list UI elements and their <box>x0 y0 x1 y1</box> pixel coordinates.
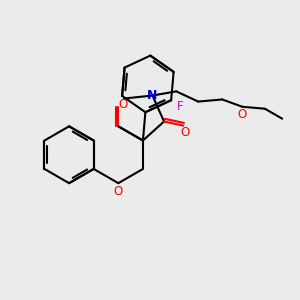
Text: O: O <box>113 185 122 198</box>
Text: O: O <box>238 108 247 121</box>
Text: F: F <box>177 100 184 113</box>
Text: O: O <box>119 98 128 111</box>
Text: N: N <box>147 89 158 102</box>
Text: O: O <box>180 126 190 139</box>
